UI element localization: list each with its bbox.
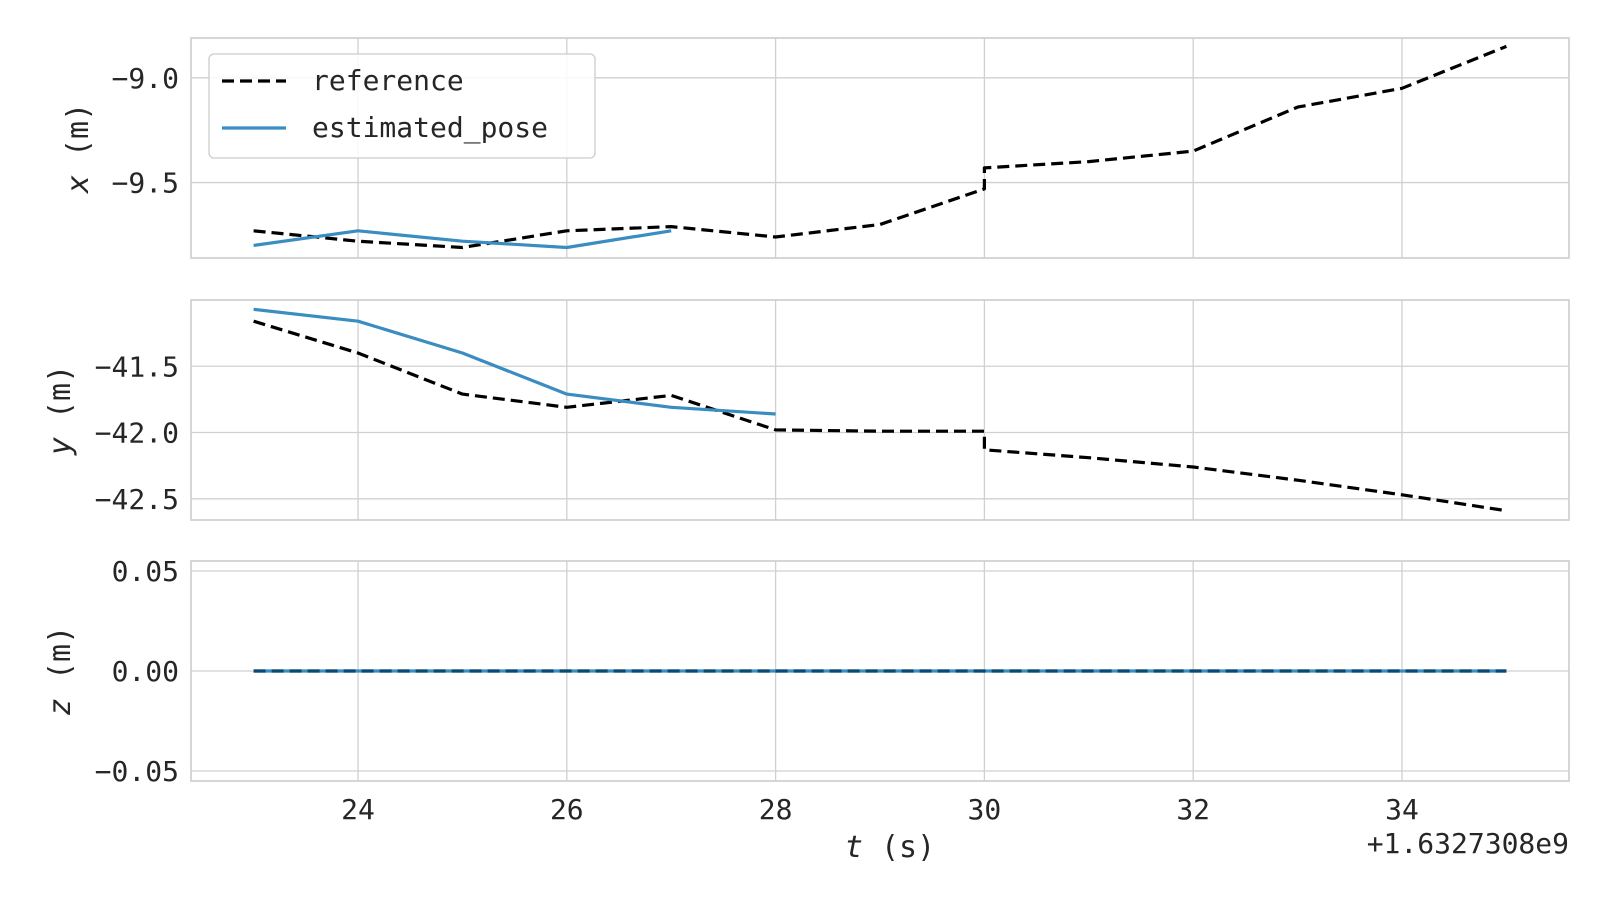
y-tick-label: −42.0 bbox=[95, 417, 179, 450]
plot-frame bbox=[190, 299, 1570, 521]
y-tick-label: −0.05 bbox=[95, 755, 179, 788]
y-axis-label-unit: (m) bbox=[43, 365, 78, 437]
x-axis-label-var: t bbox=[845, 830, 863, 865]
x-offset-label: +1.6327308e9 bbox=[1367, 827, 1569, 860]
y-axis-label-unit: (m) bbox=[61, 103, 96, 175]
y-axis-label: x (m) bbox=[61, 103, 96, 195]
y-tick-label: 0.05 bbox=[112, 555, 179, 588]
panel-x: −9.0 −9.5 x (m) bbox=[61, 37, 1570, 259]
x-tick-label: 32 bbox=[1176, 793, 1210, 826]
series-line-estimated-pose bbox=[253, 307, 776, 416]
y-axis-label: z (m) bbox=[43, 626, 78, 716]
y-axis-label-unit: (m) bbox=[43, 626, 78, 698]
y-tick-label: −9.0 bbox=[112, 62, 179, 95]
legend-label-estimated-pose: estimated_pose bbox=[312, 111, 548, 145]
legend: reference estimated_pose bbox=[208, 53, 596, 159]
x-tick-label: 30 bbox=[968, 793, 1002, 826]
y-axis-label-var: x bbox=[61, 175, 96, 195]
plot-frame bbox=[190, 37, 1570, 259]
series-line-reference bbox=[253, 44, 1507, 250]
y-tick-label: −9.5 bbox=[112, 167, 179, 200]
series-line-estimated-pose bbox=[253, 229, 672, 250]
panel-y: −41.5 −42.0 −42.5 y (m) bbox=[43, 299, 1570, 521]
x-axis-label: t (s) bbox=[845, 830, 935, 865]
x-tick-label: 34 bbox=[1385, 793, 1419, 826]
x-tick-label: 24 bbox=[341, 793, 375, 826]
y-axis-label: y (m) bbox=[43, 365, 78, 456]
plot-frame bbox=[190, 560, 1570, 782]
series-line-reference bbox=[253, 319, 1507, 513]
x-tick-label: 28 bbox=[759, 793, 793, 826]
y-tick-label: −42.5 bbox=[95, 483, 179, 516]
legend-label-reference: reference bbox=[312, 64, 464, 97]
y-tick-label: 0.00 bbox=[112, 655, 179, 688]
x-tick-label: 26 bbox=[550, 793, 584, 826]
x-axis-label-unit: (s) bbox=[863, 830, 935, 865]
panel-z: 0.05 0.00 −0.05 z (m) bbox=[43, 555, 1570, 788]
y-axis-label-var: z bbox=[43, 698, 78, 716]
y-tick-label: −41.5 bbox=[95, 350, 179, 383]
legend-box bbox=[208, 53, 596, 159]
y-axis-label-var: y bbox=[43, 437, 78, 456]
